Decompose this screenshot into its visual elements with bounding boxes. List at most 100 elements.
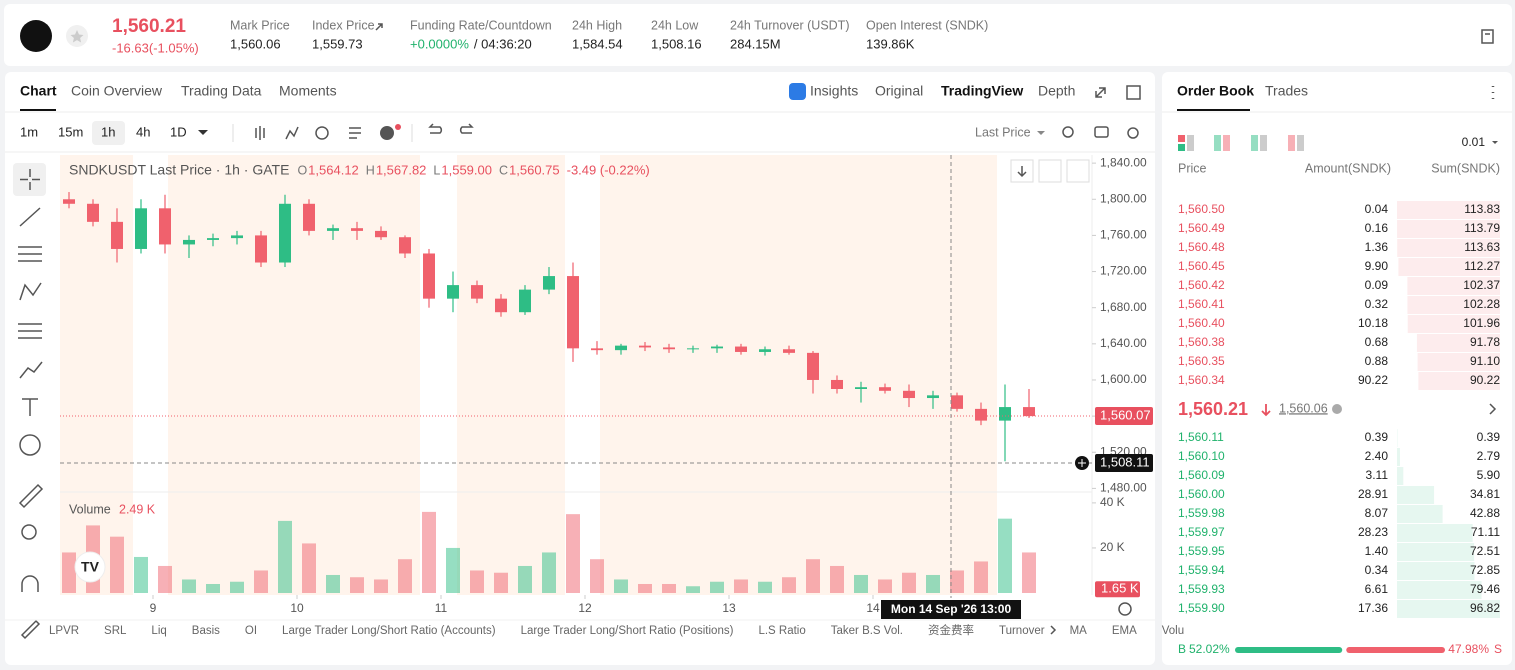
candle-body xyxy=(879,387,891,391)
depth-bar xyxy=(1397,543,1475,561)
view-icon[interactable] xyxy=(1214,135,1221,151)
timeframe[interactable]: 4h xyxy=(136,124,150,139)
link-icon[interactable] xyxy=(375,23,383,31)
channel-tool[interactable] xyxy=(18,246,42,262)
crosshair-price-tag xyxy=(1095,453,1153,472)
book-price[interactable]: 1,560.10 xyxy=(1178,449,1225,463)
scroll-right[interactable] xyxy=(1050,625,1057,635)
template-icon[interactable] xyxy=(349,127,361,139)
book-price[interactable]: 1,559.93 xyxy=(1178,582,1225,596)
timeframe[interactable]: 15m xyxy=(58,124,83,139)
book-tab[interactable]: Trades xyxy=(1265,83,1308,99)
time-tick-label: 13 xyxy=(722,601,736,615)
candle-body xyxy=(783,349,795,353)
dropdown-arrow[interactable] xyxy=(1037,131,1045,135)
book-amount: 0.32 xyxy=(1365,297,1389,311)
emoji-tool[interactable] xyxy=(19,434,41,456)
tab[interactable]: Moments xyxy=(279,83,337,99)
book-price[interactable]: 1,560.09 xyxy=(1178,468,1225,482)
text-tool[interactable] xyxy=(22,398,38,416)
book-price[interactable]: 1,560.49 xyxy=(1178,221,1225,235)
indicator[interactable]: MA xyxy=(1070,625,1088,637)
brush-tool[interactable] xyxy=(19,361,43,379)
book-sum: 101.96 xyxy=(1463,316,1500,330)
indicator[interactable]: Basis xyxy=(192,625,220,637)
reset-icon[interactable] xyxy=(1118,602,1132,616)
expand-arrow[interactable] xyxy=(1489,403,1497,415)
book-price[interactable]: 1,560.48 xyxy=(1178,240,1225,254)
indicator[interactable]: Large Trader Long/Short Ratio (Accounts) xyxy=(282,625,496,637)
book-price[interactable]: 1,559.97 xyxy=(1178,525,1225,539)
pattern-tool[interactable] xyxy=(19,282,42,301)
timeframe[interactable]: 1m xyxy=(20,124,38,139)
view-tab[interactable]: Insights xyxy=(810,83,858,99)
expand-icon[interactable] xyxy=(1095,87,1106,98)
book-price[interactable]: 1,560.35 xyxy=(1178,354,1225,368)
indicator[interactable]: EMA xyxy=(1112,625,1137,637)
dropdown-arrow[interactable] xyxy=(198,130,208,135)
indicator[interactable]: Taker B.S Vol. xyxy=(831,625,903,637)
timeframe[interactable]: 1h xyxy=(101,124,115,139)
star-icon xyxy=(70,30,84,43)
book-price[interactable]: 1,560.34 xyxy=(1178,373,1225,387)
view-tab[interactable]: Original xyxy=(875,83,923,99)
timeframe[interactable]: 1D xyxy=(170,124,187,139)
indicator[interactable]: SRL xyxy=(104,625,127,637)
book-price[interactable]: 1,559.94 xyxy=(1178,563,1225,577)
indicator[interactable]: Turnover xyxy=(999,625,1045,637)
tab[interactable]: Chart xyxy=(20,83,57,99)
book-price[interactable]: 1,560.42 xyxy=(1178,278,1225,292)
book-tab[interactable]: Order Book xyxy=(1177,83,1254,99)
notes-icon[interactable] xyxy=(1481,29,1494,44)
crosshair-tool[interactable] xyxy=(20,169,40,190)
candle-type-icon[interactable] xyxy=(255,126,265,140)
stat-value: 1,508.16 xyxy=(651,36,702,51)
book-price[interactable]: 1,559.90 xyxy=(1178,601,1225,615)
indicator[interactable]: 资金费率 xyxy=(928,623,974,637)
indicator[interactable]: Large Trader Long/Short Ratio (Positions… xyxy=(521,625,734,637)
collapse-button[interactable] xyxy=(1038,159,1062,183)
view-icon[interactable] xyxy=(1251,135,1258,151)
view-tab[interactable]: TradingView xyxy=(941,83,1023,99)
redo-icon[interactable] xyxy=(459,123,474,134)
book-price[interactable]: 1,560.00 xyxy=(1178,487,1225,501)
precision[interactable]: 0.01 xyxy=(1462,135,1486,149)
dropdown-arrow[interactable] xyxy=(1492,141,1498,144)
magnet-tool[interactable] xyxy=(21,575,39,592)
indicator[interactable]: Liq xyxy=(151,625,166,637)
indicator[interactable]: LPVR xyxy=(49,625,79,637)
view-icon[interactable] xyxy=(1288,135,1295,151)
volume-bar xyxy=(998,518,1012,593)
search-icon[interactable] xyxy=(1062,126,1074,138)
camera-icon[interactable] xyxy=(1094,126,1109,138)
pen-tool[interactable] xyxy=(20,619,41,640)
compare-icon[interactable] xyxy=(315,126,329,140)
view-tab[interactable]: Depth xyxy=(1038,83,1075,99)
fib-tool[interactable] xyxy=(18,323,42,339)
indicator[interactable]: Volu xyxy=(1162,625,1184,637)
book-price[interactable]: 1,560.45 xyxy=(1178,259,1225,273)
book-price[interactable]: 1,559.98 xyxy=(1178,506,1225,520)
indicator[interactable]: L.S Ratio xyxy=(758,625,805,637)
ruler-tool[interactable] xyxy=(18,483,44,509)
tab[interactable]: Coin Overview xyxy=(71,83,163,99)
price-source[interactable]: Last Price xyxy=(975,125,1031,139)
book-price[interactable]: 1,560.11 xyxy=(1178,430,1224,444)
book-price[interactable]: 1,560.38 xyxy=(1178,335,1225,349)
book-sum: 102.37 xyxy=(1463,278,1500,292)
zoom-tool[interactable] xyxy=(21,524,37,540)
trendline-tool[interactable] xyxy=(19,207,41,227)
book-price[interactable]: 1,560.41 xyxy=(1178,297,1225,311)
more-button[interactable] xyxy=(1066,159,1090,183)
indicator-icon[interactable] xyxy=(285,126,299,140)
book-price[interactable]: 1,560.50 xyxy=(1178,202,1225,216)
book-price[interactable]: 1,559.95 xyxy=(1178,544,1225,558)
alert-icon[interactable] xyxy=(380,126,394,140)
book-price[interactable]: 1,560.40 xyxy=(1178,316,1225,330)
tab[interactable]: Trading Data xyxy=(181,83,262,99)
indicator[interactable]: OI xyxy=(245,625,257,637)
settings-icon[interactable] xyxy=(1127,127,1139,139)
window-icon[interactable] xyxy=(1126,85,1141,100)
view-icon[interactable] xyxy=(1178,135,1185,142)
undo-icon[interactable] xyxy=(428,123,443,134)
